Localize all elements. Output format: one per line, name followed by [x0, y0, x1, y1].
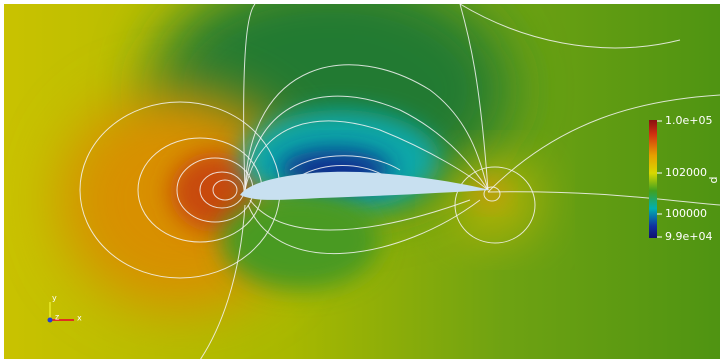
colorbar-label: 100000 [665, 207, 707, 220]
pressure-field [4, 0, 720, 360]
z-axis-arrow [48, 318, 53, 323]
render-view: 1.0e+05 102000 100000 9.9e+04 p x y z [0, 0, 724, 363]
colorbar-label: 1.0e+05 [665, 114, 712, 127]
x-axis-label: x [77, 314, 82, 323]
y-axis-label: y [52, 294, 57, 303]
colorbar-gradient [649, 120, 657, 238]
colorbar-title: p [708, 177, 721, 184]
colorbar-label: 102000 [665, 166, 707, 179]
z-axis-label: z [55, 313, 59, 322]
colorbar-label: 9.9e+04 [665, 230, 712, 243]
